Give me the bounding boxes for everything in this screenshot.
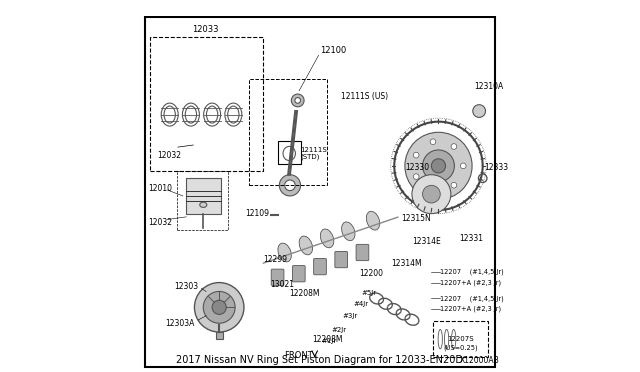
- Text: 12109: 12109: [244, 209, 269, 218]
- Text: (US=0.25): (US=0.25): [444, 345, 478, 351]
- Circle shape: [204, 291, 235, 323]
- Ellipse shape: [200, 202, 207, 208]
- Circle shape: [291, 94, 304, 107]
- Circle shape: [430, 187, 436, 193]
- FancyBboxPatch shape: [356, 244, 369, 261]
- FancyBboxPatch shape: [216, 332, 223, 339]
- Text: 12010: 12010: [148, 185, 172, 193]
- Circle shape: [451, 182, 457, 188]
- FancyBboxPatch shape: [314, 259, 326, 275]
- Text: 12111S
(STD): 12111S (STD): [301, 147, 327, 160]
- Text: 12032: 12032: [157, 151, 181, 160]
- Text: 12208M: 12208M: [312, 335, 342, 344]
- Text: 12303A: 12303A: [165, 319, 195, 328]
- Text: 12303: 12303: [174, 282, 198, 291]
- Circle shape: [422, 150, 454, 182]
- Text: 12111S (US): 12111S (US): [341, 92, 388, 102]
- FancyBboxPatch shape: [335, 251, 348, 268]
- Circle shape: [212, 300, 227, 314]
- Text: 12310A: 12310A: [474, 82, 503, 91]
- Text: #4Jr: #4Jr: [353, 301, 368, 307]
- FancyBboxPatch shape: [186, 178, 221, 214]
- Text: 12314M: 12314M: [391, 259, 421, 267]
- Circle shape: [451, 144, 457, 149]
- Text: 2017 Nissan NV Ring Set Piston Diagram for 12033-EN20D: 2017 Nissan NV Ring Set Piston Diagram f…: [177, 355, 463, 365]
- Text: 12207+A (#2,3 Jr): 12207+A (#2,3 Jr): [440, 306, 501, 312]
- Circle shape: [412, 175, 451, 214]
- Circle shape: [430, 139, 436, 145]
- Text: 12032: 12032: [148, 218, 172, 227]
- Text: 12330: 12330: [405, 163, 429, 172]
- Circle shape: [295, 97, 301, 103]
- Circle shape: [285, 180, 295, 190]
- Text: FRONT: FRONT: [284, 350, 313, 360]
- Text: 12208M: 12208M: [289, 289, 319, 298]
- Text: X12000AB: X12000AB: [460, 356, 499, 365]
- Text: #1Jr: #1Jr: [321, 338, 337, 344]
- Text: 12315N: 12315N: [401, 214, 431, 224]
- Circle shape: [413, 152, 419, 158]
- Circle shape: [422, 185, 440, 203]
- Text: 12314E: 12314E: [412, 237, 441, 246]
- Text: #3Jr: #3Jr: [342, 313, 358, 319]
- FancyBboxPatch shape: [271, 269, 284, 285]
- Text: 12331: 12331: [460, 234, 484, 243]
- Ellipse shape: [278, 243, 291, 262]
- Circle shape: [473, 105, 486, 118]
- Circle shape: [405, 132, 472, 199]
- FancyBboxPatch shape: [292, 266, 305, 282]
- Text: 12200: 12200: [359, 269, 383, 278]
- Text: 12299: 12299: [264, 255, 287, 264]
- Circle shape: [460, 163, 466, 169]
- Text: #5Jr: #5Jr: [362, 290, 377, 296]
- Text: 12333: 12333: [484, 163, 509, 172]
- Text: 12033: 12033: [192, 25, 218, 34]
- Circle shape: [413, 174, 419, 179]
- Circle shape: [431, 159, 445, 173]
- Text: 12100: 12100: [320, 46, 346, 55]
- Text: 13021: 13021: [271, 280, 294, 289]
- Ellipse shape: [299, 236, 312, 255]
- Ellipse shape: [342, 222, 355, 241]
- Ellipse shape: [321, 229, 334, 248]
- Text: 12207    (#1,4,5 Jr): 12207 (#1,4,5 Jr): [440, 295, 504, 302]
- Circle shape: [279, 175, 301, 196]
- Text: 12207S: 12207S: [447, 336, 474, 342]
- Ellipse shape: [366, 211, 380, 230]
- Text: 12207+A (#2,3 Jr): 12207+A (#2,3 Jr): [440, 279, 501, 286]
- Text: #2Jr: #2Jr: [332, 327, 347, 333]
- Circle shape: [195, 283, 244, 332]
- Text: 12207    (#1,4,5 Jr): 12207 (#1,4,5 Jr): [440, 269, 504, 275]
